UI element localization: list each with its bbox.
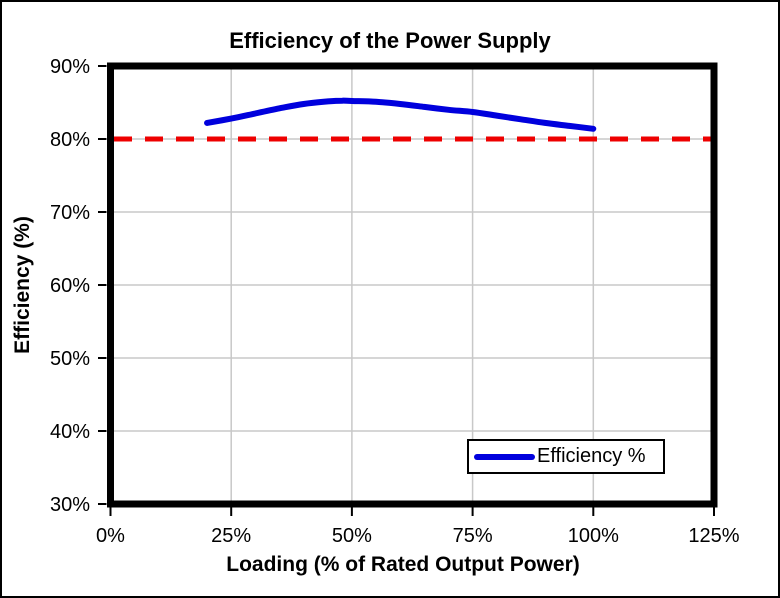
x-tick-label: 125% xyxy=(688,525,739,547)
chart-title: Efficiency of the Power Supply xyxy=(229,28,551,53)
y-tick-label: 60% xyxy=(50,275,90,297)
y-tick-label: 80% xyxy=(50,129,90,151)
legend-line-sample-icon xyxy=(474,453,535,460)
plot-frame xyxy=(107,62,718,508)
x-tick-label: 75% xyxy=(453,525,493,547)
x-tick-label: 50% xyxy=(332,525,372,547)
y-tick-label: 50% xyxy=(50,348,90,370)
legend-label: Efficiency % xyxy=(537,445,646,467)
x-axis-title: Loading (% of Rated Output Power) xyxy=(226,553,580,576)
y-tick-label: 30% xyxy=(50,494,90,516)
x-tick-label: 100% xyxy=(568,525,619,547)
x-tick-label: 25% xyxy=(211,525,251,547)
y-tick-label: 90% xyxy=(50,56,90,78)
y-axis-title: Efficiency (%) xyxy=(11,216,34,354)
x-tick-label: 0% xyxy=(96,525,125,547)
efficiency-curve xyxy=(204,97,597,132)
y-tick-label: 40% xyxy=(50,421,90,443)
legend: Efficiency % xyxy=(467,439,665,474)
y-tick-label: 70% xyxy=(50,202,90,224)
